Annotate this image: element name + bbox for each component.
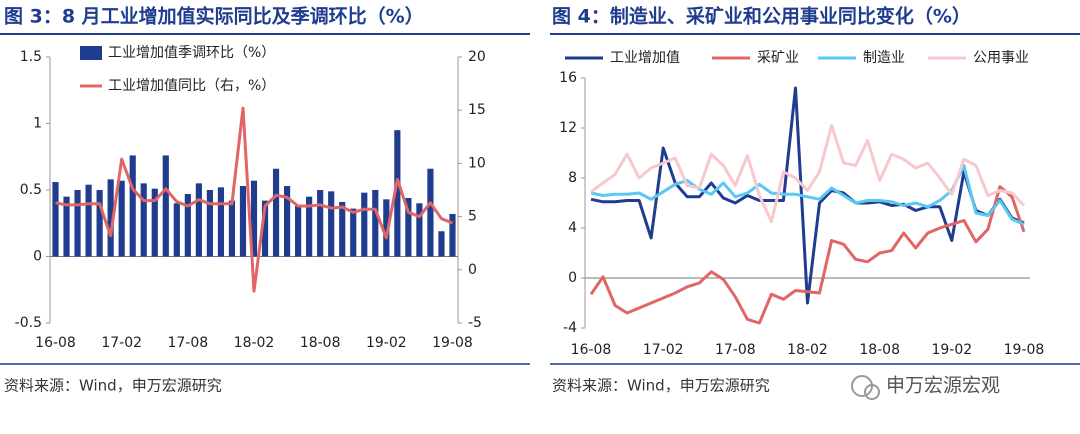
- bar: [350, 208, 357, 257]
- x-tick-label: 19-08: [1004, 342, 1045, 358]
- bar: [383, 199, 390, 257]
- x-tick-label: 19-02: [366, 335, 407, 351]
- y-tick-label: 4: [568, 220, 577, 236]
- legend-label: 公用事业: [973, 50, 1029, 66]
- legend-label: 工业增加值季调环比（%）: [108, 45, 275, 61]
- bar: [250, 180, 258, 257]
- y-tick-label: 16: [559, 70, 577, 86]
- y-tick-label: 0: [33, 249, 42, 265]
- bar: [228, 200, 236, 257]
- x-tick-label: 18-08: [300, 335, 341, 351]
- chart-title: 图 4：制造业、采矿业和公用事业同比变化（%）: [552, 5, 971, 28]
- line: [589, 185, 1026, 325]
- bar: [151, 188, 158, 257]
- bar: [339, 201, 346, 257]
- y-tick-label: 8: [568, 170, 577, 186]
- bar: [184, 193, 191, 257]
- bar: [261, 200, 269, 257]
- x-tick-label: 18-02: [234, 335, 275, 351]
- bar: [438, 231, 445, 257]
- bar: [328, 191, 335, 257]
- chart-title: 图 3：8 月工业增加值实际同比及季调环比（%）: [4, 5, 424, 28]
- bar: [372, 190, 379, 257]
- y-tick-label: 1.5: [20, 49, 42, 65]
- legend-label: 工业增加值: [610, 50, 680, 66]
- legend-swatch: [80, 46, 102, 60]
- bar: [405, 197, 412, 257]
- bar: [206, 190, 213, 257]
- bar: [74, 190, 81, 257]
- y-tick-label: -0.5: [15, 315, 42, 331]
- bar: [140, 183, 147, 257]
- y2-tick-label: 5: [468, 209, 477, 225]
- watermark-icon: [851, 375, 880, 400]
- y-tick-label: 12: [559, 120, 577, 136]
- y2-tick-label: 20: [468, 49, 486, 65]
- source: 资料来源：Wind，申万宏源研究: [4, 377, 222, 395]
- y2-tick-label: 0: [468, 262, 477, 278]
- bar: [317, 190, 324, 257]
- bar: [427, 168, 434, 257]
- legend-label: 采矿业: [757, 50, 799, 66]
- y-tick-label: 0: [568, 270, 577, 286]
- source: 资料来源：Wind，申万宏源研究: [552, 377, 770, 395]
- x-tick-label: 16-08: [571, 342, 612, 358]
- bar: [107, 179, 114, 257]
- line: [590, 86, 1025, 305]
- y2-tick-label: -5: [468, 315, 482, 331]
- x-tick-label: 17-02: [101, 335, 142, 351]
- bar: [283, 186, 291, 257]
- bar: [295, 205, 302, 257]
- bar: [96, 190, 103, 257]
- y-tick-label: 1: [33, 116, 42, 132]
- bar: [394, 130, 401, 257]
- bar: [361, 192, 368, 257]
- line: [590, 124, 1026, 224]
- bar: [63, 196, 70, 257]
- y-tick-label: 0.5: [20, 182, 42, 198]
- bar: [306, 196, 313, 257]
- y2-tick-label: 10: [468, 155, 486, 171]
- bar: [217, 187, 225, 257]
- bar: [162, 155, 169, 257]
- x-tick-label: 18-02: [787, 342, 828, 358]
- bar: [85, 184, 92, 257]
- legend-label: 制造业: [863, 50, 905, 66]
- bar: [173, 203, 180, 257]
- legend-label: 工业增加值同比（右，%）: [108, 78, 275, 94]
- x-tick-label: 19-02: [931, 342, 972, 358]
- bar: [195, 183, 202, 257]
- bar: [129, 155, 136, 257]
- watermark: 申万宏源宏观: [886, 375, 1000, 397]
- x-tick-label: 16-08: [35, 335, 76, 351]
- bar: [239, 186, 247, 257]
- y-tick-label: -4: [563, 320, 577, 336]
- x-tick-label: 17-02: [643, 342, 684, 358]
- line: [55, 106, 454, 293]
- bar: [272, 168, 280, 257]
- bar: [449, 213, 456, 257]
- bar: [52, 182, 59, 257]
- bar: [416, 203, 423, 257]
- bar: [118, 180, 125, 257]
- y2-tick-label: 15: [468, 102, 486, 118]
- x-tick-label: 18-08: [859, 342, 900, 358]
- x-tick-label: 19-08: [432, 335, 473, 351]
- x-tick-label: 17-08: [715, 342, 756, 358]
- x-tick-label: 17-08: [167, 335, 208, 351]
